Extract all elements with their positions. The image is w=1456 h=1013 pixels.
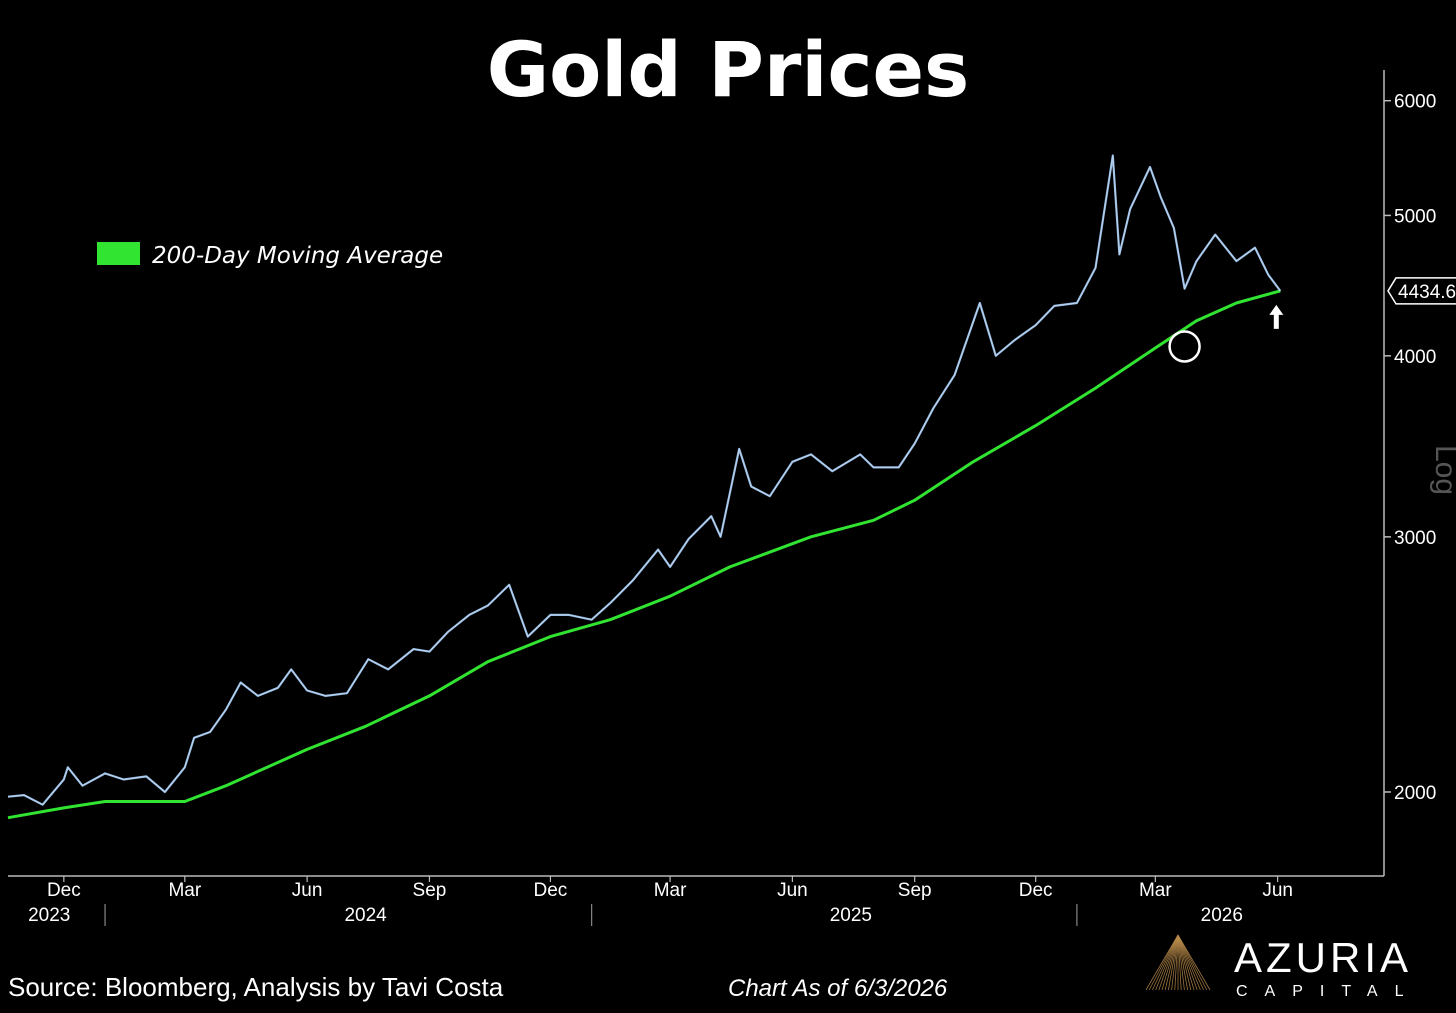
dip-circle-annotation [1168, 330, 1201, 363]
x-year-label: 2023 [28, 905, 70, 926]
y-tick-label: 5000 [1394, 206, 1436, 227]
gold-price-line [7, 154, 1282, 806]
x-year-label: 2025 [830, 905, 872, 926]
logo-ray [1158, 934, 1179, 991]
x-tick-label: Jun [1262, 880, 1293, 901]
last-price-label: 4434.6 [1398, 282, 1456, 303]
x-year-label: 2026 [1201, 905, 1243, 926]
y-scale-label: Log [1429, 445, 1456, 495]
logo-ray [1155, 934, 1179, 991]
plot-area [7, 154, 1282, 820]
legend-swatch [97, 242, 140, 265]
logo-ray [1177, 934, 1211, 991]
y-tick-label: 3000 [1394, 528, 1436, 549]
footer-source: Source: Bloomberg, Analysis by Tavi Cost… [8, 972, 504, 1002]
legend: 200-Day Moving Average [97, 242, 443, 269]
x-tick-label: Dec [1019, 880, 1053, 901]
annotations [1168, 304, 1284, 363]
logo-ray [1145, 934, 1179, 991]
last-price-marker: 4434.6 [1387, 277, 1456, 305]
logo-ray [1177, 934, 1201, 991]
up-arrow-icon [1269, 304, 1284, 329]
x-tick-label: Mar [654, 880, 687, 901]
x-year-label: 2024 [344, 905, 387, 926]
x-tick-label: Sep [413, 880, 447, 901]
azuria-capital-logo: AZURIA CAPITAL [1145, 934, 1421, 1000]
logo-ray [1152, 934, 1179, 991]
logo-ray [1177, 934, 1192, 991]
logo-ray [1161, 934, 1179, 991]
last-price-box [1387, 277, 1456, 305]
x-tick-label: Mar [1139, 880, 1172, 901]
logo-ray [1168, 934, 1179, 991]
x-tick-label: Mar [168, 880, 201, 901]
logo-ray [1164, 934, 1179, 991]
logo-sub: CAPITAL [1236, 983, 1421, 1000]
logo-ray [1177, 934, 1204, 991]
moving-average-line [7, 289, 1281, 820]
x-tick-label: Jun [292, 880, 323, 901]
x-tick-label: Sep [898, 880, 932, 901]
footer-chart-date: Chart As of 6/3/2026 [728, 975, 948, 1002]
x-tick-label: Jun [777, 880, 808, 901]
logo-ray [1177, 934, 1188, 991]
logo-ray [1177, 934, 1208, 991]
logo-ray [1171, 934, 1179, 991]
x-tick-label: Dec [47, 880, 81, 901]
y-tick-label: 2000 [1394, 783, 1436, 804]
chart-title: Gold Prices [487, 25, 970, 114]
axes: Log [8, 70, 1456, 877]
logo-mark [1145, 934, 1211, 991]
legend-label: 200-Day Moving Average [152, 243, 443, 269]
y-tick-label: 6000 [1394, 92, 1436, 113]
x-ticks: Dec Mar Jun Sep Dec Mar Jun Sep Dec Mar Jun 2023 202… [28, 876, 1293, 926]
logo-ray [1148, 934, 1179, 991]
y-tick-label: 4000 [1394, 347, 1436, 368]
logo-ray [1177, 934, 1195, 991]
logo-ray [1177, 934, 1198, 991]
logo-ray [1177, 934, 1182, 991]
logo-name: AZURIA [1234, 934, 1412, 981]
logo-ray [1177, 934, 1185, 991]
y-ticks: 2000 3000 4000 5000 6000 [1384, 92, 1436, 804]
logo-ray [1174, 934, 1179, 991]
x-tick-label: Dec [534, 880, 568, 901]
